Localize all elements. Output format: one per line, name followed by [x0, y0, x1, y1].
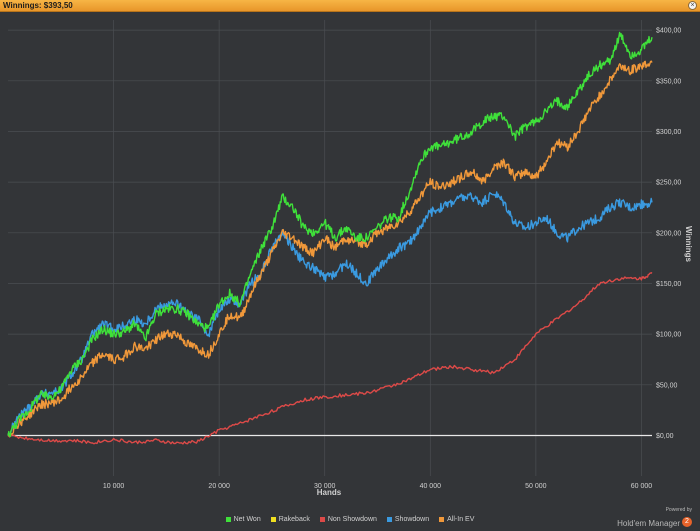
legend-swatch — [270, 516, 276, 522]
powered-by-label: Powered by — [665, 507, 692, 513]
x-tick-label: 50 000 — [525, 483, 547, 490]
y-tick-label: $200,00 — [656, 230, 681, 237]
y-axis-ticks: $0,00 $50,00 $100,00 $150,00 $200,00 $250,00 $… — [656, 28, 681, 440]
series-line-net-won — [7, 31, 653, 438]
legend-item[interactable]: All-In EV — [439, 516, 474, 523]
legend-swatch — [386, 516, 392, 522]
y-tick-label: $100,00 — [656, 332, 681, 339]
product-name: Hold'em Manager — [617, 519, 680, 528]
legend-swatch — [439, 516, 445, 522]
window-title: Winnings: $393,50 — [3, 1, 73, 10]
legend-item[interactable]: Net Won — [225, 515, 261, 523]
legend-label: Showdown — [394, 515, 430, 523]
y-tick-label: $400,00 — [656, 28, 681, 35]
y-axis-label: Winnings — [684, 226, 693, 262]
chart-legend: Net Won Rakeback Non Showdown Showdown All-I… — [0, 513, 700, 525]
brand-block: Powered by Hold'em Manager 2 — [617, 507, 692, 531]
legend-item[interactable]: Non Showdown — [319, 515, 377, 523]
series-line-all-in-ev — [7, 60, 653, 436]
y-tick-label: $50,00 — [656, 382, 678, 389]
series-line-non-showdown — [7, 272, 653, 445]
x-tick-label: 30 000 — [314, 483, 336, 490]
y-tick-label: $350,00 — [656, 78, 681, 85]
x-tick-label: 60 000 — [631, 483, 653, 490]
y-tick-label: $250,00 — [656, 180, 681, 187]
x-tick-label: 40 000 — [420, 483, 442, 490]
product-logo-badge: 2 — [682, 516, 692, 527]
x-tick-label: 20 000 — [208, 483, 230, 490]
x-axis-label: Hands — [317, 488, 342, 497]
legend-swatch — [225, 516, 231, 522]
x-axis-ticks: 10 000 20 000 30 000 40 000 50 000 60 000 — [103, 483, 652, 490]
legend-label: Net Won — [233, 515, 261, 523]
x-tick-label: 10 000 — [103, 483, 125, 490]
y-tick-label: $300,00 — [656, 129, 681, 136]
y-tick-label: $150,00 — [656, 281, 681, 288]
legend-swatch — [319, 516, 325, 522]
grid — [8, 20, 652, 476]
legend-label: Rakeback — [278, 515, 310, 523]
legend-item[interactable]: Rakeback — [270, 515, 310, 523]
legend-label: Non Showdown — [327, 515, 377, 523]
series-line-showdown — [7, 191, 653, 436]
winnings-graph: 10 000 20 000 30 000 40 000 50 000 60 000 $0,… — [7, 20, 693, 497]
series-lines — [7, 31, 653, 445]
window-titlebar: Winnings: $393,50 × — [0, 0, 700, 12]
y-tick-label: $0,00 — [656, 433, 674, 440]
legend-item[interactable]: Showdown — [386, 515, 430, 523]
close-icon[interactable]: × — [688, 1, 697, 10]
legend-label: All-In EV — [447, 515, 475, 523]
